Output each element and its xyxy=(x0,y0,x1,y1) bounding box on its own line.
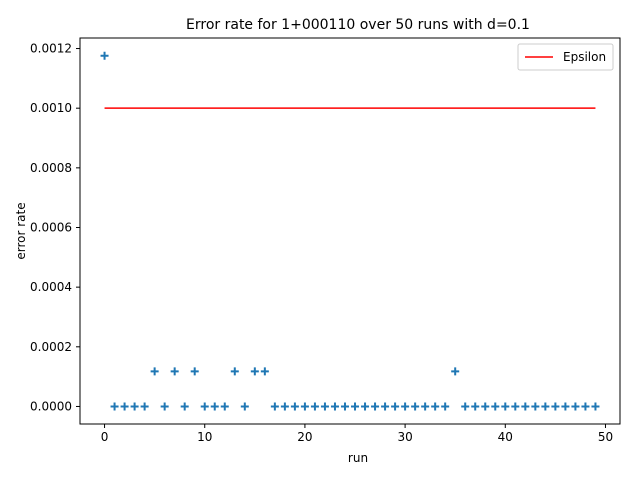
data-point xyxy=(330,402,339,411)
data-point xyxy=(571,402,580,411)
data-point xyxy=(250,367,259,376)
data-point xyxy=(130,402,139,411)
data-point xyxy=(401,402,410,411)
data-point xyxy=(381,402,390,411)
data-point xyxy=(451,367,460,376)
data-point xyxy=(160,402,169,411)
data-point xyxy=(521,402,530,411)
y-tick-label: 0.0004 xyxy=(30,280,72,294)
x-axis: 0 10 20 30 40 50 xyxy=(101,424,613,444)
x-tick-label: 10 xyxy=(197,430,212,444)
data-point xyxy=(511,402,520,411)
y-axis: 0.0000 0.0002 0.0004 0.0006 0.0008 0.0010 0.00… xyxy=(30,42,80,413)
data-point xyxy=(260,367,269,376)
data-point xyxy=(561,402,570,411)
data-point xyxy=(220,402,229,411)
data-point xyxy=(481,402,490,411)
data-point xyxy=(210,402,219,411)
data-point xyxy=(100,51,109,60)
y-tick-label: 0.0012 xyxy=(30,42,72,56)
data-point xyxy=(140,402,149,411)
data-point xyxy=(110,402,119,411)
data-point xyxy=(150,367,159,376)
data-point xyxy=(190,367,199,376)
legend: Epsilon xyxy=(517,43,614,71)
y-tick-label: 0.0008 xyxy=(30,161,72,175)
axes-frame xyxy=(79,37,621,425)
data-point xyxy=(541,402,550,411)
data-point xyxy=(471,402,480,411)
y-tick-label: 0.0010 xyxy=(30,101,72,115)
legend-epsilon-label: Epsilon xyxy=(563,50,606,64)
y-tick-label: 0.0006 xyxy=(30,220,72,234)
data-point xyxy=(320,402,329,411)
data-point xyxy=(531,402,540,411)
plot-area xyxy=(79,37,621,425)
data-point xyxy=(180,402,189,411)
x-tick-label: 50 xyxy=(598,430,613,444)
data-point xyxy=(120,402,129,411)
data-point xyxy=(270,402,279,411)
data-point xyxy=(551,402,560,411)
y-tick-label: 0.0002 xyxy=(30,340,72,354)
x-tick-label: 0 xyxy=(101,430,109,444)
x-tick-label: 30 xyxy=(397,430,412,444)
data-point xyxy=(170,367,179,376)
data-point xyxy=(230,367,239,376)
data-point xyxy=(501,402,510,411)
data-point xyxy=(351,402,360,411)
data-point xyxy=(491,402,500,411)
data-point xyxy=(290,402,299,411)
data-point xyxy=(461,402,470,411)
data-point xyxy=(421,402,430,411)
data-point xyxy=(200,402,209,411)
data-point xyxy=(581,402,590,411)
data-point xyxy=(411,402,420,411)
data-point xyxy=(591,402,600,411)
data-point xyxy=(310,402,319,411)
x-tick-label: 20 xyxy=(297,430,312,444)
data-point xyxy=(441,402,450,411)
x-tick-label: 40 xyxy=(498,430,513,444)
data-point xyxy=(361,402,370,411)
legend-box xyxy=(517,43,614,71)
data-point xyxy=(300,402,309,411)
data-point xyxy=(431,402,440,411)
chart-title: Error rate for 1+000110 over 50 runs wit… xyxy=(186,17,530,33)
series-layer xyxy=(100,51,600,411)
x-axis-label: run xyxy=(348,451,368,465)
data-point xyxy=(340,402,349,411)
y-tick-label: 0.0000 xyxy=(30,399,72,413)
data-point xyxy=(240,402,249,411)
y-axis-label: error rate xyxy=(14,202,28,259)
data-point xyxy=(391,402,400,411)
data-point xyxy=(280,402,289,411)
data-point xyxy=(371,402,380,411)
